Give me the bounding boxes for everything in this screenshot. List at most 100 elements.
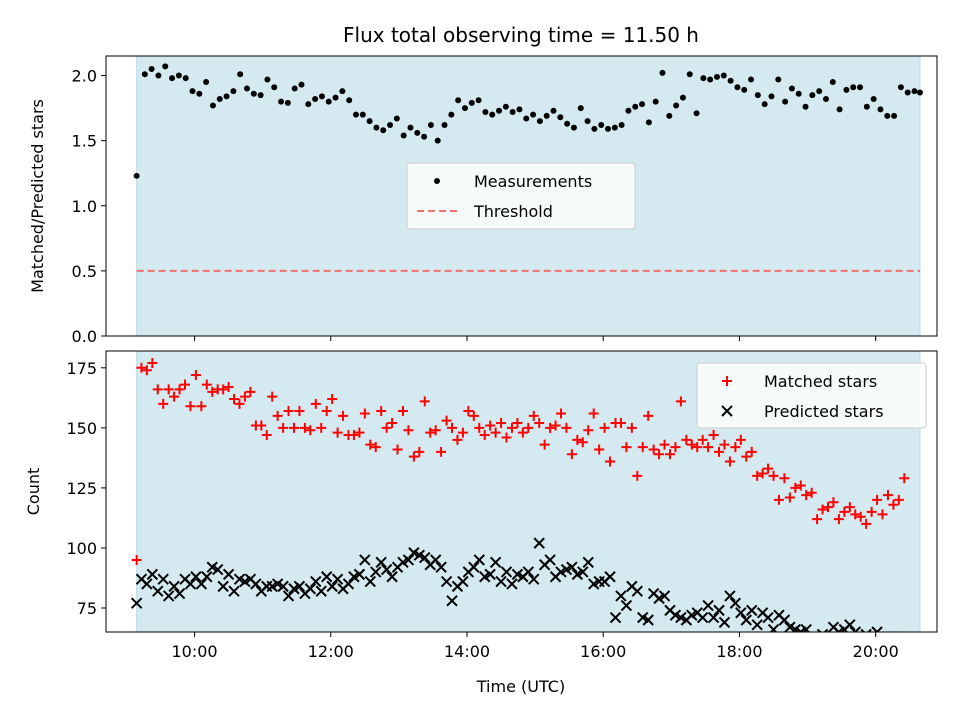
measurement-point [380,127,387,134]
predicted-stars-point [370,566,382,578]
matched-stars-point [267,391,278,402]
matched-stars-point [850,509,861,520]
matched-stars-point [768,470,779,481]
matched-stars-point [621,442,632,453]
matched-stars-point [425,427,436,438]
top-y-tick-label: 1.0 [72,197,97,216]
measurement-point [897,84,904,91]
predicted-stars-point [500,566,513,578]
x-tick-label: 18:00 [716,642,762,661]
measurement-point [536,118,543,125]
matched-stars-point [801,490,812,501]
predicted-stars-point [544,554,556,566]
legend-marker-matched [722,376,732,386]
matched-stars-point [703,442,714,453]
bottom-y-tick-label: 175 [66,359,97,378]
matched-stars-point [506,422,517,433]
predicted-stars-point [212,563,224,576]
matched-stars-point [806,487,817,498]
predicted-stars-point [157,573,169,585]
predicted-stars-point [402,554,415,566]
predicted-stars-point [190,571,202,583]
measurement-point [414,129,421,136]
predicted-stars-point [228,585,240,597]
measurement-point [659,69,666,76]
matched-stars-point [528,410,539,421]
bottom-y-axis-label: Count [24,468,43,516]
predicted-stars-point [489,556,502,569]
legend-label: Matched stars [764,372,877,391]
measurement-point [482,109,489,115]
predicted-stars-point [152,585,164,597]
top-axes-frame [105,55,938,337]
measurement-point [666,112,673,119]
matched-stars-point [855,511,866,522]
bottom-legend: Matched stars Predicted stars [696,362,927,429]
x-axis-label: Time (UTC) [476,677,565,696]
measurement-point [332,94,339,101]
matched-stars-point [730,442,741,453]
matched-stars-point [185,401,196,412]
matched-stars-point [828,497,839,508]
matched-stars-point [190,370,201,381]
measurement-point [216,95,223,102]
measurement-point [475,97,482,104]
measurement-point [809,92,816,99]
matched-stars-point [310,398,321,409]
measurement-point [891,112,898,119]
measurement-point [393,115,400,122]
measurement-point [850,84,857,91]
measurement-point [686,71,693,78]
measurement-point [734,84,741,91]
matched-stars-point [648,444,659,455]
measurement-point [237,71,244,78]
matched-stars-point [708,430,719,441]
predicted-stars-point [620,599,633,612]
top-legend: Measurements Threshold [406,162,636,230]
measurement-point [434,137,441,144]
matched-stars-point [534,418,545,429]
predicted-stars-point [767,623,780,632]
matched-stars-point [670,442,681,453]
predicted-stars-point [380,563,393,576]
measurement-point [632,103,639,110]
measurement-point [523,115,530,122]
predicted-stars-point [310,575,322,588]
matched-stars-point [207,386,218,397]
measurement-point [339,88,346,95]
matched-stars-point [882,490,893,501]
measurement-point [863,103,870,110]
matched-stars-point [719,439,730,450]
legend-label: Threshold [473,202,553,221]
measurement-point [305,101,312,108]
bottom-panel: 75 100 125 150 175 10:00 12:00 14:00 16:00 18:00 2… [24,350,938,661]
measurement-point [530,111,537,118]
predicted-stars-point [724,590,736,602]
matched-stars-point [381,422,392,433]
top-plot-area [133,63,923,272]
predicted-stars-point [849,626,861,632]
predicted-stars-point [217,580,229,593]
measurement-point [346,97,353,104]
matched-stars-point [697,434,708,445]
matched-stars-point [784,492,795,503]
top-legend-box [406,162,636,230]
measurement-point [509,109,516,115]
predicted-stars-point [201,571,213,583]
top-y-axis-label: Matched/Predicted stars [28,99,47,293]
measurement-point [904,89,911,96]
predicted-stars-point [778,614,791,626]
matched-stars-point [735,434,746,445]
predicted-stars-point [631,585,644,597]
predicted-stars-point [250,578,262,590]
matched-stars-point [681,434,692,445]
matched-stars-point [218,384,229,395]
predicted-stars-point [282,590,295,602]
matched-stars-point [397,406,408,417]
matched-stars-point [686,439,697,450]
measurement-point [155,72,162,79]
matched-stars-point [348,430,359,441]
matched-stars-point [605,456,616,467]
measurement-point [550,107,557,114]
measurement-point [461,105,468,112]
